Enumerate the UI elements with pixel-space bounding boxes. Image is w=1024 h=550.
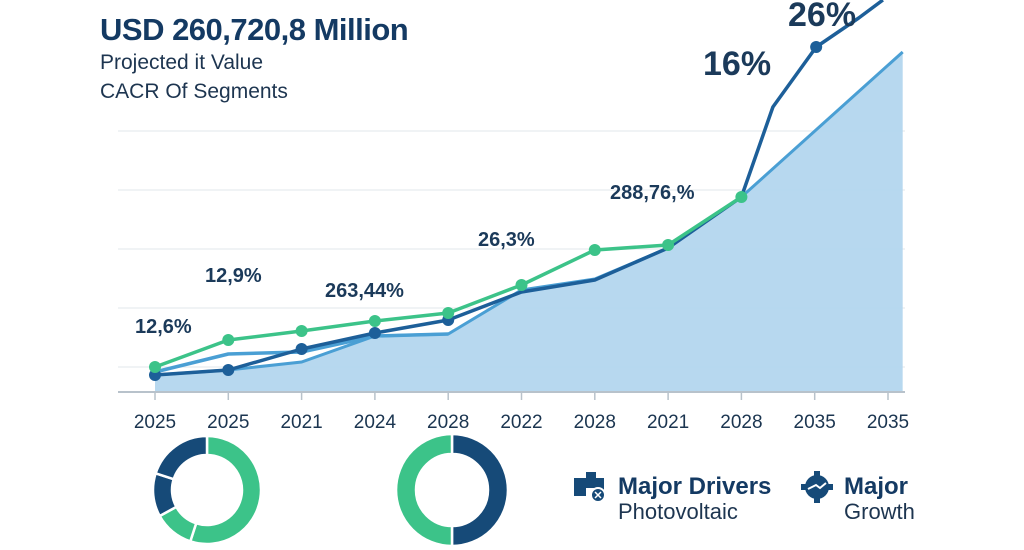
x-tick-label: 2021 [647,412,689,433]
info-text: Photovoltaic [618,499,738,524]
x-tick-label: 2035 [794,412,836,433]
gear-splash-icon [801,471,833,503]
data-point [810,41,823,53]
donut-segment [450,432,510,548]
data-point [442,307,455,319]
puzzle-gear-icon [574,472,606,503]
data-point [368,327,381,339]
area-fill [155,52,903,392]
data-point [515,279,528,291]
data-label: 12,9% [205,265,262,287]
subtitle-projected: Projected it Value [100,51,264,74]
info-title: Major Drivers [618,473,772,500]
donut-segment [188,434,263,546]
donut-segment [394,432,454,548]
data-point [588,244,601,256]
data-label: 16% [703,45,771,83]
x-tick-label: 2021 [280,412,322,433]
info-major-growth: Major Growth [800,470,915,524]
data-point [295,325,308,337]
data-point [222,364,235,376]
donut-segment [154,434,209,481]
x-tick-label: 2028 [574,412,616,433]
data-point [222,334,235,346]
subtitle-cagr: CACR Of Segments [100,80,288,103]
info-text: Growth [844,499,915,524]
x-tick-label: 2028 [720,412,762,433]
info-title: Major [844,473,909,500]
data-point [735,191,748,203]
x-tick-label: 2025 [207,412,249,433]
x-tick-label: 2025 [134,412,176,433]
data-label: 12,6% [135,316,192,338]
data-point [662,239,675,251]
headline-value: USD 260,720,8 Million [100,12,409,47]
info-major-drivers: Major Drivers Photovoltaic [572,470,772,524]
data-label: 26% [788,0,856,34]
x-tick-label: 2024 [354,412,397,433]
x-tick-label: 2022 [500,412,542,433]
data-label: 26,3% [478,229,535,251]
data-point [368,315,381,327]
data-point [295,343,308,355]
data-label: 288,76,% [610,182,695,204]
data-point [149,361,161,373]
x-tick-label: 2035 [867,412,909,433]
data-label: 263,44% [325,280,404,302]
x-tick-label: 2028 [427,412,469,433]
